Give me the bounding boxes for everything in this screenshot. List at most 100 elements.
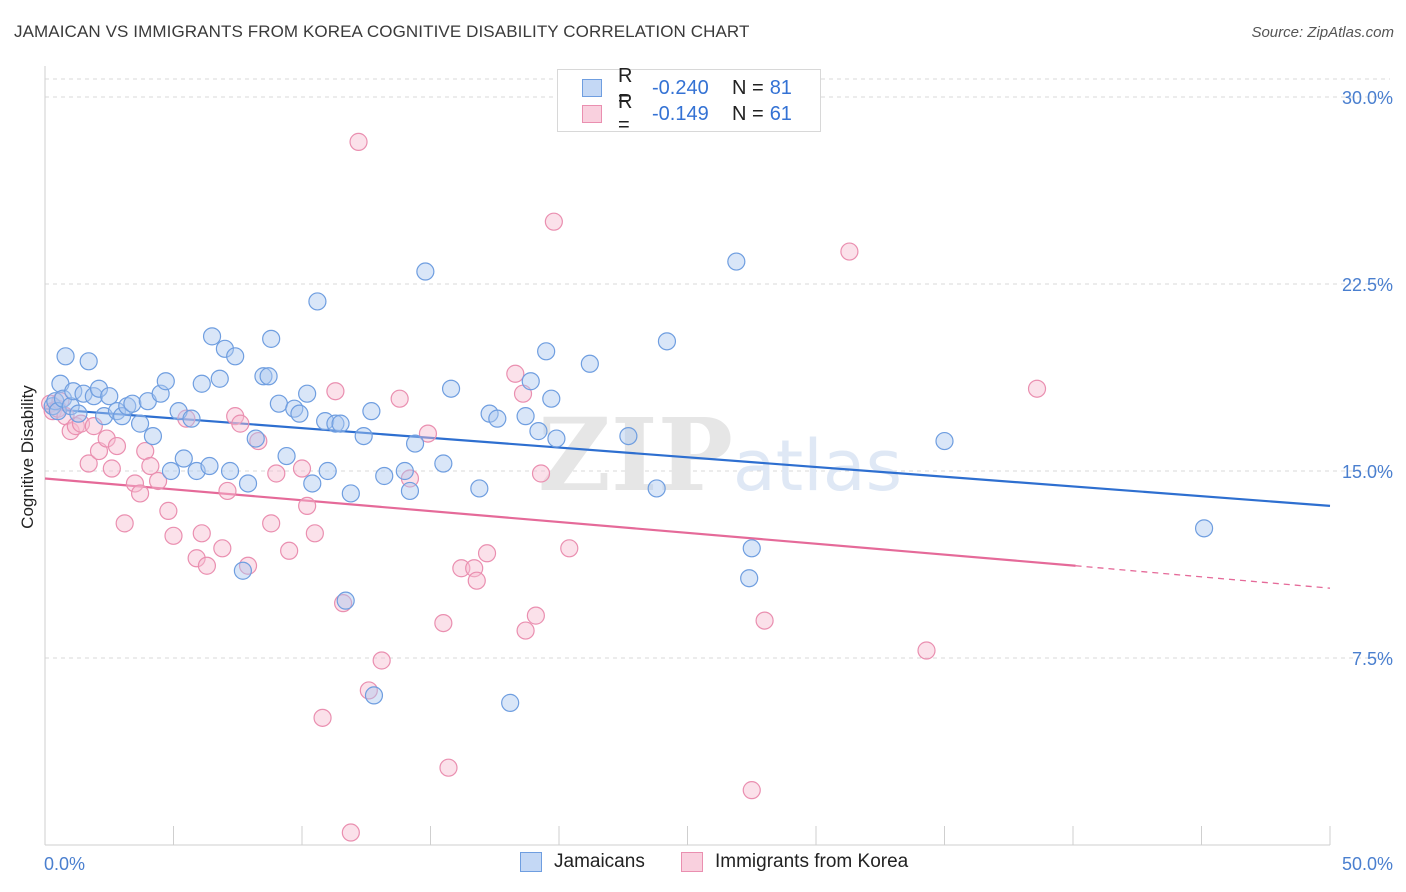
point-korea <box>349 132 368 151</box>
point-korea <box>560 539 579 558</box>
point-jamaicans <box>69 404 88 423</box>
legend-r-label: R = <box>618 65 633 110</box>
point-jamaicans <box>220 461 240 481</box>
point-jamaicans <box>107 402 127 421</box>
point-korea <box>477 544 497 563</box>
point-jamaicans <box>123 394 142 413</box>
point-korea <box>506 364 525 383</box>
point-jamaicans <box>192 374 211 393</box>
point-korea <box>187 549 206 568</box>
point-korea <box>164 526 183 545</box>
point-korea <box>439 758 458 777</box>
point-korea <box>1027 379 1047 398</box>
point-korea <box>531 464 551 483</box>
point-korea <box>298 496 317 516</box>
point-korea <box>97 429 116 448</box>
legend-n-value: 61 <box>769 102 792 125</box>
legend-swatch-pink <box>582 105 602 123</box>
point-jamaicans <box>233 561 252 580</box>
x-tick-label: 50.0% <box>1342 854 1393 874</box>
point-korea <box>79 454 98 473</box>
point-korea <box>544 212 563 231</box>
legend-row-jamaicans: R = -0.240 N = 81 <box>582 65 792 110</box>
point-jamaicans <box>262 329 281 348</box>
point-korea <box>177 409 196 428</box>
point-jamaicans <box>341 484 360 503</box>
point-jamaicans <box>308 292 327 311</box>
axis-ticks: 7.5% 15.0% 22.5% 30.0% 0.0% 50.0% <box>44 88 1393 874</box>
point-korea <box>516 621 535 640</box>
point-jamaicans <box>516 407 535 426</box>
series-swatch-blue <box>520 852 542 872</box>
point-korea <box>292 459 312 478</box>
point-jamaicans <box>246 429 265 448</box>
point-jamaicans <box>89 379 109 398</box>
legend-n-label: N = <box>732 102 764 125</box>
point-korea <box>61 422 80 441</box>
point-jamaicans <box>215 339 234 358</box>
y-tick-label: 22.5% <box>1342 275 1393 295</box>
point-korea <box>125 474 145 493</box>
point-jamaicans <box>529 422 548 441</box>
point-jamaicans <box>416 262 435 281</box>
point-jamaicans <box>488 409 507 428</box>
point-jamaicans <box>53 389 73 408</box>
point-jamaicans <box>210 369 229 388</box>
legend-r-value: -0.240 <box>652 76 709 99</box>
point-korea <box>218 481 237 501</box>
watermark: ZIPatlas <box>538 396 902 514</box>
axes <box>44 66 1331 846</box>
point-korea <box>467 571 486 590</box>
point-jamaicans <box>740 569 759 588</box>
legend-n-label: N = <box>732 76 764 99</box>
series-legend-jamaicans: Jamaicans <box>520 851 645 873</box>
point-korea <box>840 242 859 261</box>
point-jamaicans <box>43 397 62 416</box>
point-jamaicans <box>156 372 175 391</box>
x-tick-label: 0.0% <box>44 854 85 874</box>
point-jamaicans <box>354 426 373 446</box>
legend-r-label: R = <box>618 91 633 136</box>
point-korea <box>267 464 286 483</box>
point-jamaicans <box>285 399 304 418</box>
point-korea <box>213 539 232 558</box>
y-tick-label: 30.0% <box>1342 88 1393 108</box>
point-korea <box>141 456 160 476</box>
point-jamaicans <box>161 461 181 481</box>
point-jamaicans <box>742 539 761 558</box>
point-jamaicans <box>100 387 119 406</box>
point-jamaicans <box>375 466 394 486</box>
point-jamaicans <box>326 414 345 433</box>
point-korea <box>359 681 378 700</box>
point-jamaicans <box>537 342 556 361</box>
point-jamaicans <box>277 446 296 466</box>
point-jamaicans <box>362 402 381 421</box>
point-jamaicans <box>405 434 425 453</box>
point-jamaicans <box>470 479 489 498</box>
point-jamaicans <box>238 474 258 493</box>
point-korea <box>742 781 761 800</box>
point-korea <box>107 436 127 456</box>
point-jamaicans <box>580 354 599 373</box>
y-axis-title: Cognitive Disability <box>18 385 37 529</box>
point-jamaicans <box>501 693 520 712</box>
point-korea <box>197 556 217 575</box>
series-label-korea: Immigrants from Korea <box>715 851 909 872</box>
legend-row-korea: R = -0.149 N = 61 <box>582 91 792 136</box>
point-jamaicans <box>56 347 75 366</box>
point-korea <box>334 594 353 613</box>
y-tick-label: 7.5% <box>1352 649 1393 669</box>
point-jamaicans <box>318 461 337 481</box>
point-jamaicans <box>364 686 384 705</box>
point-jamaicans <box>269 394 288 413</box>
legend: R = -0.240 N = 81 R = -0.149 N = 61 <box>557 65 821 136</box>
point-korea <box>452 559 471 578</box>
point-jamaicans <box>400 481 420 501</box>
point-korea <box>249 431 268 451</box>
point-jamaicans <box>298 384 317 403</box>
point-jamaicans <box>254 367 273 386</box>
point-korea <box>917 641 936 660</box>
trend-line-jamaicans <box>44 407 1331 508</box>
point-korea <box>313 708 332 727</box>
point-jamaicans <box>79 352 98 371</box>
